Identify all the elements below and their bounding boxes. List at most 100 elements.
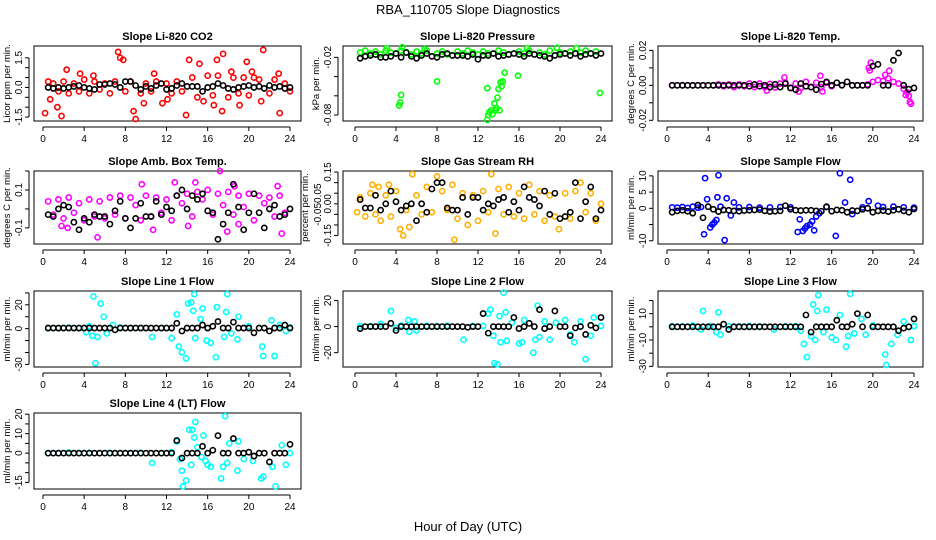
reference-point (209, 322, 217, 330)
data-point (140, 99, 148, 107)
data-point (372, 48, 379, 55)
data-point (361, 47, 369, 55)
plot-box (342, 290, 613, 368)
data-point (800, 340, 808, 348)
data-point (190, 290, 198, 298)
reference-point (520, 183, 528, 191)
data-point (214, 72, 222, 80)
data-point (541, 217, 549, 225)
data-point (907, 100, 915, 108)
reference-point (413, 217, 420, 225)
data-point (178, 87, 186, 95)
reference-point (127, 224, 134, 232)
reference-point (111, 207, 119, 215)
data-point (130, 107, 137, 115)
y-tick-label: 20 (14, 408, 25, 420)
data-point (222, 308, 230, 316)
data-point (220, 333, 228, 341)
data-point (721, 236, 729, 244)
data-point (148, 333, 156, 341)
reference-point (229, 180, 237, 188)
reference-point (214, 235, 222, 243)
data-point (90, 293, 97, 300)
x-tick-label: 12 (161, 380, 173, 391)
reference-point (356, 196, 364, 203)
reference-point (520, 52, 528, 60)
reference-point (132, 215, 140, 222)
y-tick-label: 0.00 (323, 194, 334, 214)
reference-point (807, 328, 815, 336)
reference-point (245, 448, 253, 456)
reference-point (193, 449, 201, 457)
reference-point (281, 449, 289, 457)
data-point (178, 349, 186, 356)
data-point (816, 72, 824, 80)
panel-title: Slope Li-820 CO2 (122, 31, 212, 43)
data-point (269, 463, 276, 471)
reference-point (910, 315, 918, 323)
data-point (865, 197, 873, 205)
x-tick-label: 8 (434, 257, 440, 268)
y-axis-label: ml/min per min. (311, 297, 322, 362)
reference-point (49, 85, 57, 92)
data-point (823, 306, 830, 314)
reference-point (864, 204, 872, 212)
reference-point (111, 81, 119, 88)
data-point (114, 48, 122, 56)
reference-point (80, 84, 88, 91)
reference-point (219, 82, 227, 89)
data-point (809, 301, 817, 308)
reference-point (510, 198, 518, 206)
data-point (571, 187, 579, 195)
reference-point (864, 311, 872, 319)
data-point (268, 316, 275, 324)
reference-point (387, 52, 395, 60)
reference-point (382, 200, 390, 208)
reference-point (823, 78, 830, 86)
x-tick-label: 24 (908, 380, 920, 391)
reference-point (157, 211, 165, 219)
panel-title: Slope Line 4 (LT) Flow (110, 398, 226, 410)
reference-point (60, 85, 67, 92)
reference-point (905, 208, 913, 216)
data-point (717, 331, 724, 339)
data-point (553, 44, 561, 52)
data-point (235, 89, 242, 97)
data-point (397, 91, 405, 99)
reference-point (520, 323, 528, 330)
reference-point (392, 50, 400, 57)
x-tick-label: 16 (513, 257, 525, 268)
reference-point (229, 318, 237, 326)
panel-title: Slope Line 1 Flow (121, 276, 214, 288)
data-point (494, 94, 501, 102)
y-tick-label: 20 (14, 299, 25, 311)
x-tick-label: 12 (785, 380, 797, 391)
x-axis: 0 4 8 12 16 20 24 (352, 249, 607, 268)
data-point (100, 313, 108, 321)
reference-point (900, 81, 908, 89)
reference-point (209, 83, 217, 90)
data-point (286, 87, 294, 95)
data-point (223, 290, 231, 298)
data-point (191, 178, 199, 186)
data-point (885, 67, 893, 75)
reference-point (474, 194, 482, 201)
data-point (499, 77, 506, 85)
reference-point (70, 218, 78, 226)
data-point (191, 334, 199, 342)
data-point (819, 88, 826, 95)
data-point (882, 361, 890, 369)
data-point (259, 473, 267, 480)
data-point (797, 327, 805, 335)
reference-point (178, 80, 186, 87)
data-point (596, 89, 604, 97)
data-point (200, 97, 207, 105)
data-point (500, 289, 508, 297)
data-point (65, 194, 73, 201)
reference-point (250, 84, 258, 91)
data-point (874, 76, 882, 84)
data-point (846, 176, 854, 184)
y-tick-label: -0.05 (313, 203, 324, 226)
data-point (76, 70, 84, 78)
